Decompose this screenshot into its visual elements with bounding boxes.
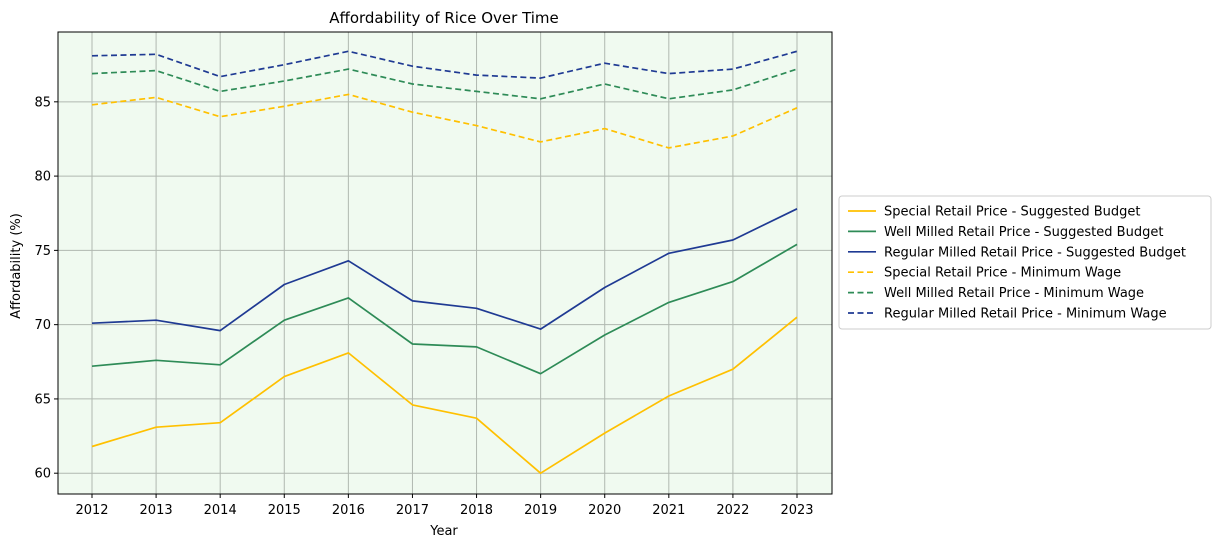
x-tick-label: 2016 — [332, 503, 365, 518]
x-axis-title: Year — [429, 524, 458, 539]
y-tick-label: 65 — [34, 392, 51, 407]
x-tick-label: 2021 — [652, 503, 685, 518]
x-tick-label: 2014 — [204, 503, 237, 518]
x-tick-label: 2023 — [780, 503, 813, 518]
series-line-6 — [91, 50, 798, 79]
plot-area — [58, 32, 832, 494]
x-tick-label: 2017 — [396, 503, 429, 518]
y-tick-label: 85 — [34, 95, 51, 110]
y-axis-title: Affordability (%) — [9, 213, 24, 319]
y-tick-label: 70 — [34, 318, 51, 333]
x-tick-label: 2019 — [524, 503, 557, 518]
series-line-4 — [91, 93, 798, 149]
legend-label-6: Regular Milled Retail Price - Minimum Wa… — [884, 307, 1167, 322]
x-axis-ticks: 2012 2013 2014 2015 2016 2017 2018 2019 2020 2021… — [75, 494, 814, 518]
legend: Special Retail Price - Suggested Budget W… — [838, 195, 1212, 330]
x-tick-label: 2022 — [716, 503, 749, 518]
series-line-5 — [91, 68, 798, 100]
x-tick-label: 2015 — [268, 503, 301, 518]
y-tick-label: 60 — [34, 467, 51, 482]
x-tick-label: 2012 — [75, 503, 108, 518]
legend-box — [838, 195, 1212, 330]
legend-label-3: Regular Milled Retail Price - Suggested … — [884, 245, 1186, 260]
y-tick-label: 80 — [34, 170, 51, 185]
grid-lines — [58, 32, 832, 494]
x-tick-label: 2013 — [140, 503, 173, 518]
chart-title: Affordability of Rice Over Time — [329, 9, 559, 27]
series-line-2 — [91, 243, 798, 375]
legend-label-5: Well Milled Retail Price - Minimum Wage — [884, 286, 1144, 301]
y-axis-ticks: 60 65 70 75 80 85 — [34, 95, 58, 482]
x-tick-label: 2018 — [460, 503, 493, 518]
y-tick-label: 75 — [34, 244, 51, 259]
plot-frame — [57, 31, 833, 495]
x-tick-label: 2020 — [588, 503, 621, 518]
series-lines — [91, 50, 798, 475]
legend-label-2: Well Milled Retail Price - Suggested Bud… — [884, 225, 1163, 240]
legend-label-1: Special Retail Price - Suggested Budget — [884, 205, 1141, 220]
series-line-1 — [91, 316, 798, 475]
legend-label-4: Special Retail Price - Minimum Wage — [884, 266, 1121, 281]
series-line-3 — [91, 208, 798, 332]
